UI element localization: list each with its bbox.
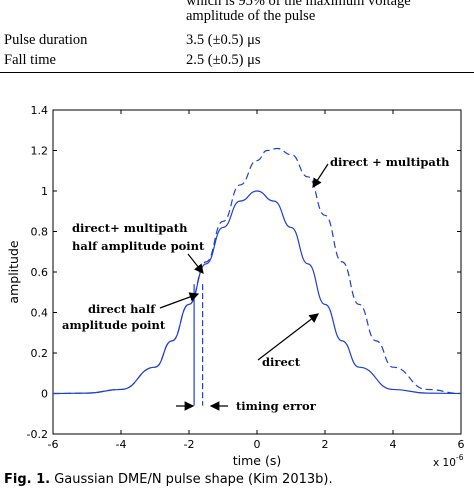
label-multipath-half-line1: direct+ multipath (72, 221, 188, 235)
label-direct-multipath: direct + multipath (330, 155, 450, 169)
x-tick-label: -6 (48, 438, 59, 451)
arrow-multipath (312, 163, 329, 189)
y-tick-label: 1 (41, 185, 48, 198)
y-tick-label: 0.2 (31, 347, 49, 360)
table-cell-label: Pulse duration (4, 32, 88, 48)
label-direct: direct (262, 355, 301, 369)
gaussian-pulse-chart: -6 -4 -2 0 2 4 6 -0.2 0 0.2 0.4 0.6 0.8 1 1.2 1.4 time (… (6, 104, 465, 469)
x-axis-label: time (s) (233, 453, 281, 468)
x-exponent-power: -6 (456, 453, 464, 462)
table-cell-label: Fall time (4, 52, 56, 68)
label-multipath-half-line2: half amplitude point (72, 239, 205, 253)
y-tick-label: 0 (41, 388, 48, 401)
table-fragment-line1: which is 95% of the maximum voltage (186, 0, 411, 9)
x-tick-label: -4 (116, 438, 127, 451)
y-tick-label: 0.6 (31, 266, 49, 279)
table-bottom-rule (0, 72, 474, 73)
arrow-multipath-half (187, 253, 204, 274)
y-tick-label: 1.4 (31, 104, 49, 117)
label-timing-error: timing error (236, 399, 317, 413)
x-tick-label: 4 (390, 438, 397, 451)
table-cell-value: 3.5 (±0.5) μs (186, 32, 261, 48)
x-tick-label: 0 (254, 438, 261, 451)
y-tick-label: 0.8 (31, 226, 49, 239)
caption-prefix: Fig. 1. (4, 472, 51, 487)
y-tick-label: 0.4 (31, 307, 49, 320)
series-layer (52, 147, 462, 406)
caption-text: Gaussian DME/N pulse shape (Kim 2013b). (54, 472, 333, 487)
x-tick-label: -2 (184, 438, 195, 451)
x-tick-label: 6 (458, 438, 465, 451)
y-tick-label: 1.2 (31, 145, 49, 158)
label-direct-half-line1: direct half (88, 302, 156, 316)
axes: -6 -4 -2 0 2 4 6 -0.2 0 0.2 0.4 0.6 0.8 1 1.2 1.4 time (… (6, 104, 465, 469)
figure-caption: Fig. 1. Gaussian DME/N pulse shape (Kim … (4, 472, 333, 487)
label-direct-half-line2: amplitude point (62, 318, 166, 332)
y-axis-label: amplitude (6, 240, 21, 303)
x-exponent-label: x 10 (433, 457, 456, 469)
y-tick-label: -0.2 (27, 428, 48, 441)
annotation-layer: direct + multipath direct direct+ multip… (62, 155, 450, 413)
x-tick-label: 2 (322, 438, 329, 451)
arrow-direct (257, 313, 319, 361)
table-fragment-line2: amplitude of the pulse (186, 8, 316, 24)
series-direct-multipath-line (52, 147, 462, 395)
table-cell-value: 2.5 (±0.5) μs (186, 52, 261, 68)
arrow-direct-half (159, 292, 200, 309)
parameter-table: which is 95% of the maximum voltage ampl… (0, 0, 474, 74)
